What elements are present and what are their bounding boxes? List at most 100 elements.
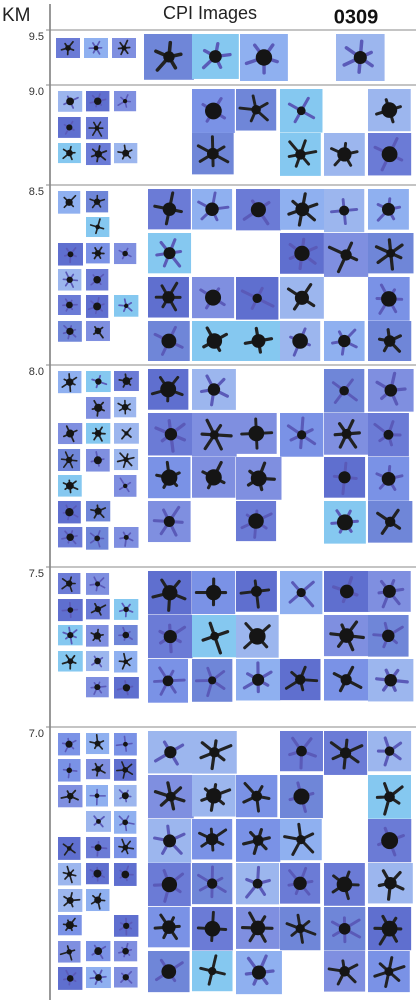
crystal-core xyxy=(209,50,222,63)
crystal-core xyxy=(95,606,101,612)
crystal-core xyxy=(66,430,74,438)
crystal-core xyxy=(66,328,73,335)
crystal-core xyxy=(94,404,102,412)
crystal-core xyxy=(66,580,72,586)
crystal-core xyxy=(381,832,398,849)
crystal-core xyxy=(67,846,72,851)
crystal-core xyxy=(164,746,176,758)
crystal-core xyxy=(208,676,216,684)
crystal-core xyxy=(95,508,102,515)
crystal-core xyxy=(94,658,101,665)
crystal-core xyxy=(123,632,130,639)
crystal-core xyxy=(386,249,395,258)
crystal-core xyxy=(122,948,129,955)
crystal-core xyxy=(251,586,262,597)
crystal-core xyxy=(340,585,354,599)
crystal-core xyxy=(94,199,100,205)
crystal-core xyxy=(164,630,177,643)
crystal-core xyxy=(122,767,128,773)
crystal-core xyxy=(341,249,352,260)
crystal-core xyxy=(384,967,393,976)
crystal-core xyxy=(382,203,395,216)
crystal-core xyxy=(383,585,396,598)
crystal-core xyxy=(206,833,218,845)
crystal-core xyxy=(95,250,101,256)
crystal-core xyxy=(382,921,398,937)
crystal-core xyxy=(209,747,219,757)
crystal-core xyxy=(161,964,176,979)
crystal-core xyxy=(384,877,396,889)
crystal-core xyxy=(123,607,128,612)
crystal-core xyxy=(161,469,177,485)
crystal-core xyxy=(95,974,102,981)
crystal-core xyxy=(295,674,305,684)
crystal-core xyxy=(337,147,351,161)
crystal-core xyxy=(67,897,74,904)
crystal-core xyxy=(164,247,176,259)
crystal-core xyxy=(66,124,72,130)
altitude-label: 8.0 xyxy=(29,366,44,378)
crystal-core xyxy=(66,302,73,309)
crystal-core xyxy=(123,484,127,488)
crystal-core xyxy=(249,628,266,645)
crystal-core xyxy=(384,674,396,686)
crystal-core xyxy=(66,98,74,106)
crystal-core xyxy=(163,202,176,215)
crystal-core xyxy=(339,923,351,935)
crystal-core xyxy=(341,674,352,685)
crystal-core xyxy=(122,404,129,411)
crystal-core xyxy=(122,792,129,799)
crystal-core xyxy=(382,102,398,118)
crystal-core xyxy=(297,430,306,439)
crystal-core xyxy=(162,585,177,600)
crystal-core xyxy=(94,535,100,541)
crystal-core xyxy=(385,517,395,527)
crystal-core xyxy=(385,746,395,756)
crystal-core xyxy=(161,334,176,349)
crystal-core xyxy=(205,921,221,937)
crystal-core xyxy=(67,793,74,800)
crystal-core xyxy=(67,632,73,638)
figure-title: CPI Images xyxy=(163,3,257,23)
crystal-core xyxy=(205,103,222,120)
crystal-core xyxy=(210,430,219,439)
crystal-core xyxy=(339,966,350,977)
crystal-core xyxy=(67,768,73,774)
crystal-core xyxy=(123,742,128,747)
crystal-core xyxy=(95,844,102,851)
crystal-core xyxy=(123,974,129,980)
crystal-core xyxy=(384,335,396,347)
crystal-core xyxy=(205,203,218,216)
crystal-core xyxy=(94,632,101,639)
crystal-core xyxy=(122,251,128,257)
crystal-core xyxy=(338,335,350,347)
crystal-core xyxy=(93,276,101,284)
crystal-core xyxy=(124,304,128,308)
crystal-core xyxy=(205,290,221,306)
crystal-core xyxy=(122,845,128,851)
crystal-core xyxy=(163,51,174,62)
crystal-core xyxy=(95,766,101,772)
crystal-core xyxy=(65,45,71,51)
crystal-core xyxy=(123,99,127,103)
crystal-core xyxy=(94,46,99,51)
crystal-core xyxy=(206,469,222,485)
crystal-core xyxy=(95,225,100,230)
crystal-core xyxy=(253,879,263,889)
crystal-core xyxy=(207,878,217,888)
crystal-core xyxy=(122,820,128,826)
crystal-core xyxy=(95,581,100,586)
crystal-core xyxy=(95,150,102,157)
crystal-core xyxy=(339,206,349,216)
crystal-core xyxy=(124,535,129,540)
crystal-core xyxy=(297,588,306,597)
crystal-core xyxy=(95,126,100,131)
crystal-core xyxy=(342,429,352,439)
crystal-core xyxy=(94,97,101,104)
crystal-core xyxy=(162,877,177,892)
crystal-core xyxy=(66,533,73,540)
crystal-core xyxy=(382,630,394,642)
crystal-core xyxy=(66,482,74,490)
crystal-core xyxy=(340,747,351,758)
crystal-core xyxy=(295,149,305,159)
